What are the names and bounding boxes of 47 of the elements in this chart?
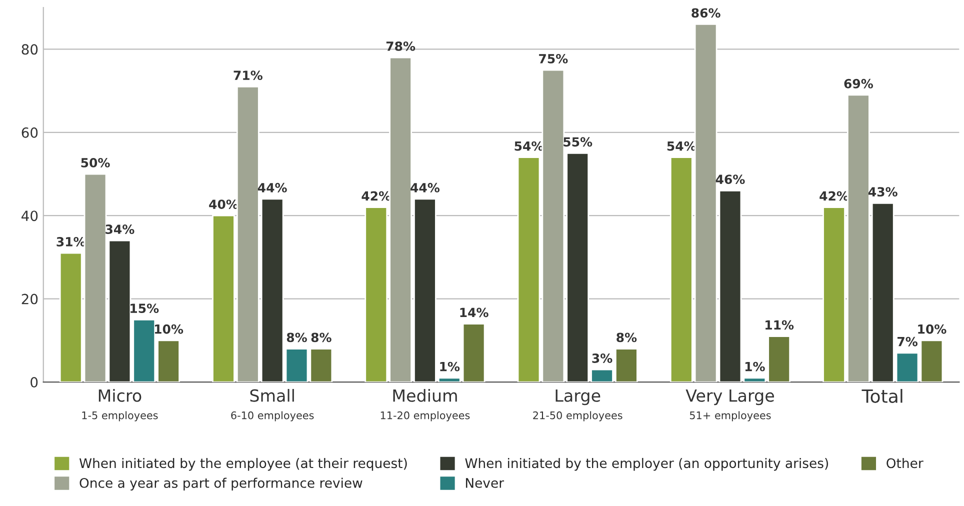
data-label: 40% [209, 200, 238, 210]
x-tick-label: Medium 11-20 employees [380, 388, 470, 422]
data-label: 71% [234, 70, 262, 80]
data-label: 14% [460, 308, 488, 318]
x-tick-label: Very Large 51+ employees [686, 389, 774, 422]
data-label: 44% [258, 182, 287, 192]
data-label: 8% [286, 332, 307, 342]
y-tick-label: 60 [22, 127, 38, 138]
x-tick-label: Total [862, 388, 902, 403]
data-label: 42% [362, 191, 391, 201]
x-tick-label: Small 6-10 employees [231, 388, 314, 422]
data-label: 42% [820, 191, 849, 201]
data-label: 54% [667, 141, 696, 151]
x-tick-label: Large 21-50 employees [533, 389, 622, 422]
data-label: 69% [844, 78, 874, 88]
y-tick-label: 80 [22, 44, 38, 55]
data-label: 75% [539, 54, 568, 64]
legend-label: When initiated by the employer (an opportunity arises) [465, 458, 828, 471]
x-tick-label: Micro 1-5 employees [82, 388, 158, 422]
data-label: 54% [514, 141, 544, 151]
legend-label: Once a year as part of performance review [80, 478, 362, 490]
data-label: 44% [410, 182, 440, 192]
legend-label: Other [886, 458, 924, 468]
data-label: 1% [745, 362, 765, 372]
data-label: 15% [130, 304, 159, 314]
legend-label: When initiated by the employee (at their request) [79, 458, 407, 471]
data-label: 31% [56, 237, 86, 246]
data-label: 10% [154, 324, 184, 334]
data-label: 7% [898, 336, 918, 346]
y-tick-label: 0 [30, 377, 38, 388]
y-tick-label: 20 [22, 294, 38, 304]
data-label: 43% [868, 187, 898, 197]
data-label: 46% [716, 174, 745, 184]
data-label: 78% [386, 41, 416, 51]
data-label: 10% [918, 324, 946, 334]
bar [920, 340, 944, 382]
data-label: 50% [81, 158, 110, 168]
data-label: 3% [592, 354, 612, 363]
data-label: 8% [616, 332, 637, 342]
data-label: 11% [766, 320, 794, 330]
data-label: 34% [106, 224, 134, 234]
data-label: 8% [311, 332, 332, 342]
data-label: 55% [564, 137, 592, 147]
legend-label: Never [466, 478, 504, 488]
y-tick-label: 40 [22, 210, 38, 222]
data-label: 86% [692, 8, 720, 18]
data-label: 1% [440, 362, 460, 372]
